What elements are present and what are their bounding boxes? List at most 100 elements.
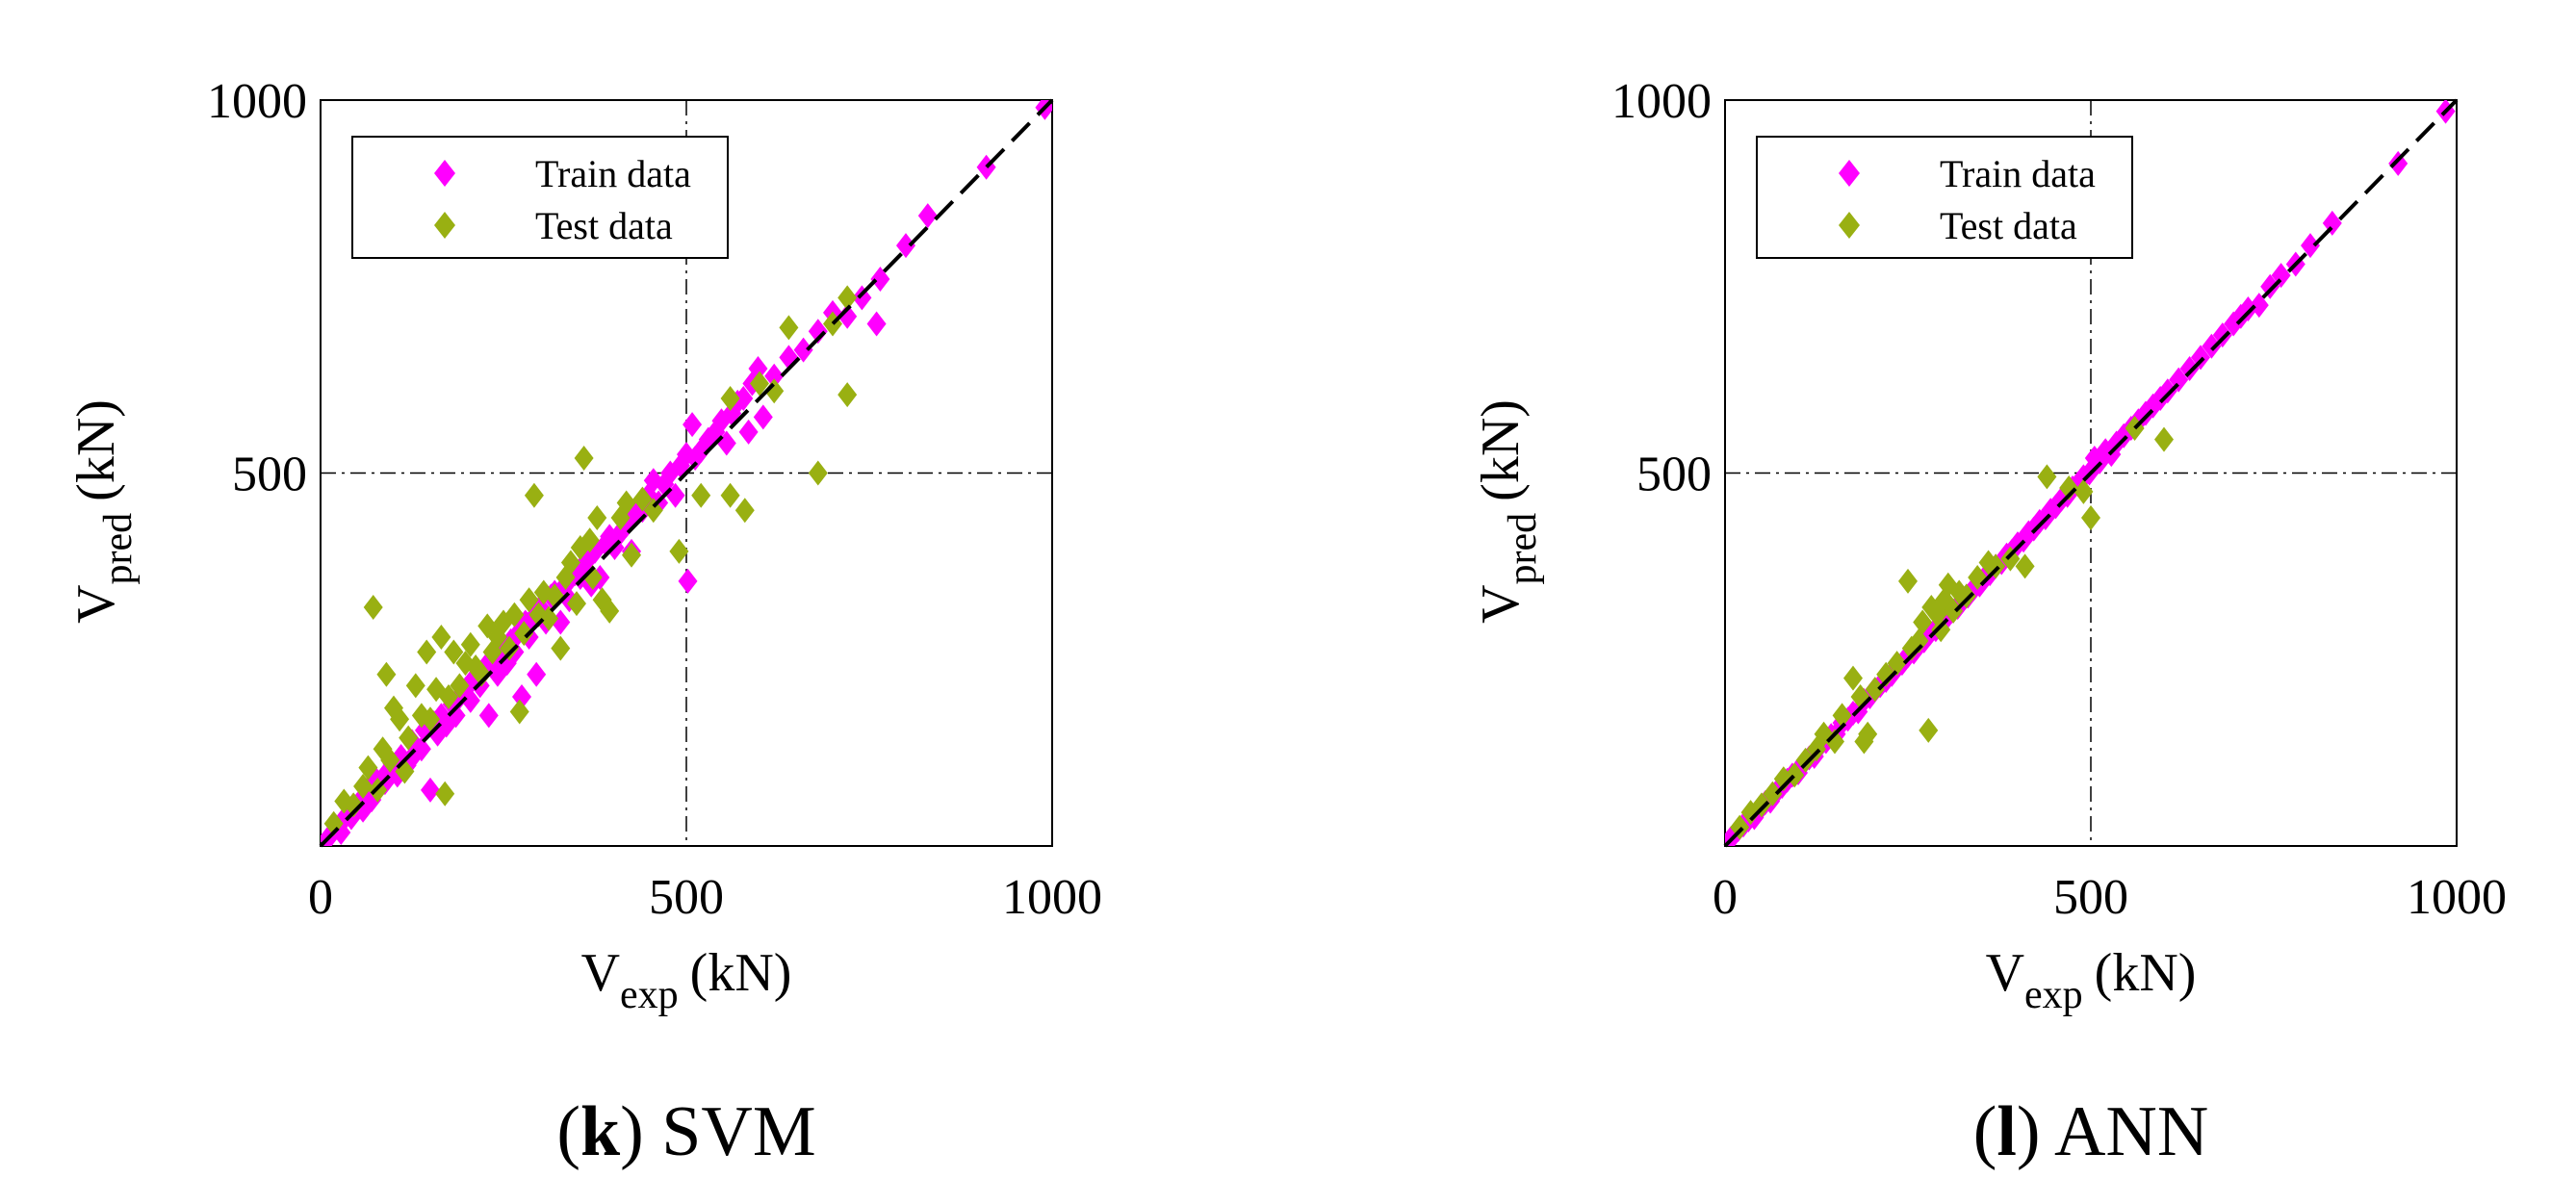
x-tick-label: 500 — [2053, 870, 2128, 925]
data-point — [500, 635, 520, 661]
data-point — [669, 538, 689, 564]
x-tick-label: 0 — [308, 870, 333, 925]
y-axis-title: Vpred(kN) — [1471, 399, 1545, 624]
data-point — [734, 386, 754, 411]
data-point — [444, 639, 464, 665]
data-point — [580, 527, 600, 553]
data-point — [560, 550, 580, 576]
x-tick-label: 1000 — [2407, 870, 2507, 925]
data-point — [405, 673, 425, 699]
data-point — [837, 303, 858, 329]
identity-line — [319, 98, 1054, 848]
data-point — [1909, 628, 1929, 653]
data-point — [431, 625, 451, 650]
x-tick-label: 0 — [1713, 870, 1738, 925]
legend-label: Test data — [535, 204, 673, 247]
data-point — [460, 687, 480, 713]
data-point — [417, 639, 437, 665]
data-point — [446, 703, 466, 729]
data-point — [808, 319, 828, 345]
data-point — [750, 371, 769, 397]
data-point — [376, 661, 397, 687]
data-point — [411, 736, 431, 762]
data-point — [616, 490, 636, 516]
legend-label: Train data — [535, 152, 691, 195]
data-point — [450, 673, 470, 699]
data-point — [734, 498, 755, 524]
data-point — [527, 661, 547, 687]
y-tick-label: 1000 — [1611, 74, 1712, 129]
data-point — [574, 446, 594, 471]
x-tick-label: 1000 — [1002, 870, 1102, 925]
data-point — [600, 598, 620, 624]
data-point — [1865, 677, 1885, 703]
data-point — [439, 684, 458, 709]
x-tick-label: 500 — [649, 870, 724, 925]
data-point — [1913, 609, 1933, 635]
data-point — [1876, 661, 1896, 687]
data-point — [691, 482, 711, 508]
data-point — [399, 725, 419, 751]
data-point — [1832, 703, 1852, 729]
y-tick-label: 500 — [1636, 448, 1712, 502]
data-point — [353, 774, 374, 799]
legend-label: Test data — [1940, 204, 2077, 247]
data-point — [539, 605, 559, 631]
data-point — [421, 777, 440, 803]
data-point — [808, 460, 828, 486]
data-point — [509, 699, 529, 725]
data-point — [2059, 475, 2079, 500]
data-point — [1825, 729, 1844, 755]
data-point — [896, 233, 915, 259]
data-point — [764, 363, 785, 389]
legend-box — [351, 136, 729, 259]
legend-marker — [1839, 160, 1860, 187]
data-point — [720, 482, 740, 508]
data-point — [551, 635, 571, 661]
data-point — [678, 568, 698, 594]
data-point — [460, 631, 480, 657]
data-point — [421, 706, 440, 732]
data-point — [748, 356, 768, 381]
data-point — [478, 703, 499, 729]
data-point — [1887, 651, 1907, 677]
y-tick-label: 1000 — [207, 74, 307, 129]
data-point — [632, 486, 653, 512]
legend-box — [1756, 136, 2133, 259]
panel-caption: (l) ANN — [1973, 1092, 2209, 1171]
data-point — [2037, 464, 2057, 490]
legend-marker — [434, 160, 455, 187]
panel-svm: Train data Test data 0 500 1000 500 1000 Vexp (k… — [66, 74, 1102, 1171]
legend-marker — [434, 212, 455, 239]
data-point — [2202, 333, 2222, 359]
data-point — [363, 595, 383, 620]
data-point — [587, 505, 607, 530]
data-point — [753, 404, 773, 430]
legend-marker — [1839, 212, 1860, 239]
data-point — [779, 315, 799, 341]
data-point — [567, 591, 586, 617]
legend: Train data Test data — [1756, 136, 2133, 259]
legend: Train data Test data — [351, 136, 729, 259]
data-point — [344, 792, 364, 818]
data-point — [764, 378, 785, 404]
data-point — [2179, 356, 2200, 381]
data-point — [720, 386, 740, 411]
data-point — [1843, 665, 1863, 691]
identity-line — [1723, 98, 2459, 848]
data-point — [2081, 505, 2100, 530]
x-axis-title: Vexp (kN) — [581, 943, 792, 1017]
data-point — [866, 311, 887, 337]
data-point — [2074, 478, 2094, 504]
legend-label: Train data — [1940, 152, 2096, 195]
series-test — [1730, 416, 2174, 840]
data-point — [380, 747, 400, 773]
data-point — [504, 602, 525, 628]
data-point — [2301, 233, 2320, 259]
data-point — [435, 781, 455, 807]
panel-ann: Train data Test data 0 500 1000 500 1000 Vexp (k… — [1471, 74, 2507, 1171]
data-point — [2154, 426, 2174, 452]
data-point — [622, 542, 641, 568]
data-point — [1763, 781, 1783, 807]
data-point — [793, 337, 813, 363]
